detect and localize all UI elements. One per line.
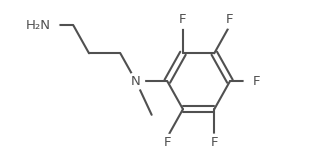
Circle shape <box>206 134 223 151</box>
Text: F: F <box>253 75 260 88</box>
Circle shape <box>127 73 144 90</box>
Text: H₂N: H₂N <box>25 19 50 32</box>
Text: F: F <box>210 136 218 149</box>
Circle shape <box>221 11 238 28</box>
Circle shape <box>42 17 59 34</box>
Text: F: F <box>164 136 171 149</box>
Text: F: F <box>179 13 187 26</box>
Circle shape <box>175 11 192 28</box>
Text: F: F <box>226 13 234 26</box>
Circle shape <box>244 73 261 90</box>
Text: N: N <box>131 75 141 88</box>
Circle shape <box>159 134 176 151</box>
